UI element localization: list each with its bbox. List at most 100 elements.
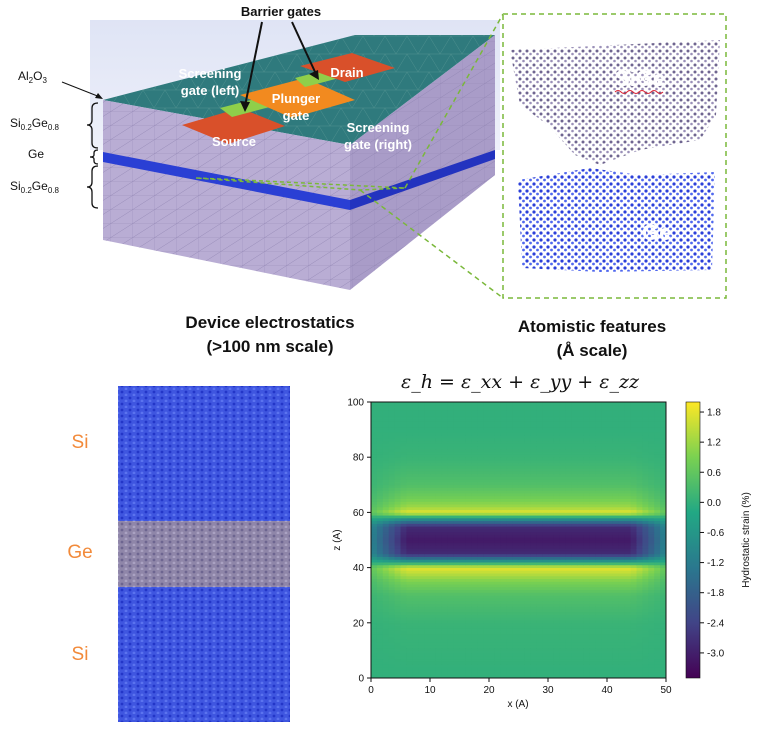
heatmap-cell [494, 578, 502, 582]
heatmap-cell [382, 655, 390, 660]
heatmap-cell [382, 517, 390, 522]
heatmap-cell [506, 457, 513, 461]
heatmap-cell [648, 628, 655, 632]
heatmap-cell [371, 457, 378, 461]
heatmap-cell [512, 498, 519, 502]
heatmap-cell [618, 506, 626, 511]
heatmap-cell [477, 404, 484, 408]
heatmap-cell [447, 655, 454, 660]
screening-right-label-1: Screening [347, 120, 410, 135]
heatmap-cell [489, 515, 496, 519]
heatmap-cell [636, 451, 643, 455]
heatmap-cell [483, 509, 490, 513]
heatmap-cell [660, 465, 667, 469]
heatmap-cell [435, 540, 443, 544]
heatmap-cell [654, 432, 661, 436]
heatmap-cell [494, 468, 502, 472]
heatmap-cell [500, 603, 508, 607]
heatmap-cell [412, 482, 419, 486]
heatmap-cell [618, 617, 626, 621]
heatmap-cell [489, 573, 496, 577]
heatmap-cell [553, 451, 561, 455]
heatmap-cell [506, 644, 513, 649]
heatmap-cell [453, 435, 460, 439]
heatmap-cell [406, 575, 413, 580]
heatmap-cell [636, 614, 643, 618]
heatmap-cell [430, 493, 437, 497]
heatmap-cell [601, 631, 608, 635]
heatmap-cell [553, 606, 561, 610]
heatmap-cell [430, 650, 437, 654]
heatmap-cell [607, 490, 614, 494]
heatmap-cell [494, 551, 502, 555]
heatmap-cell [477, 459, 484, 464]
heatmap-cell [642, 609, 649, 613]
heatmap-cell [612, 551, 620, 555]
heatmap-cell [571, 448, 578, 453]
heatmap-cell [430, 523, 437, 527]
heatmap-cell [435, 435, 443, 439]
heatmap-cell [435, 459, 443, 464]
heatmap-cell [376, 413, 384, 417]
heatmap-cell [465, 459, 472, 464]
heatmap-cell [447, 495, 454, 499]
heatmap-cell [394, 642, 401, 646]
heatmap-cell [553, 559, 561, 563]
heatmap-cell [589, 415, 596, 419]
heatmap-cell [624, 482, 631, 486]
heatmap-cell [376, 451, 384, 455]
heatmap-cell [548, 462, 555, 466]
heatmap-cell [371, 512, 378, 516]
heatmap-cell [382, 440, 390, 444]
heatmap-cell [571, 484, 578, 488]
heatmap-cell [465, 578, 472, 582]
heatmap-cell [660, 504, 667, 508]
heatmap-cell [601, 501, 608, 505]
heatmap-cell [400, 448, 407, 453]
heatmap-cell [494, 501, 502, 505]
heatmap-cell [418, 429, 425, 433]
heatmap-cell [483, 639, 490, 643]
heatmap-cell [612, 672, 620, 676]
heatmap-cell [483, 429, 490, 433]
heatmap-cell [548, 509, 555, 513]
heatmap-cell [477, 484, 484, 488]
heatmap-cell [577, 493, 584, 497]
heatmap-cell [595, 658, 602, 662]
heatmap-cell [394, 523, 401, 527]
heatmap-cell [607, 636, 614, 640]
heatmap-cell [441, 457, 449, 461]
heatmap-cell [530, 636, 537, 640]
heatmap-cell [382, 523, 390, 527]
heatmap-cell [400, 573, 407, 577]
heatmap-cell [376, 609, 384, 613]
heatmap-cell [583, 655, 590, 660]
heatmap-cell [542, 515, 549, 519]
heatmap-cell [577, 669, 584, 673]
heatmap-cell [494, 542, 502, 546]
heatmap-cell [595, 548, 602, 552]
heatmap-cell [648, 603, 655, 607]
heatmap-cell [571, 669, 578, 673]
heatmap-cell [447, 479, 454, 483]
heatmap-cell [500, 504, 508, 508]
heatmap-cell [382, 586, 390, 591]
heatmap-cell [612, 504, 620, 508]
heatmap-cell [642, 650, 649, 654]
heatmap-cell [577, 644, 584, 649]
heatmap-cell [660, 581, 667, 585]
heatmap-cell [624, 584, 631, 588]
heatmap-cell [542, 559, 549, 563]
heatmap-cell [542, 410, 549, 414]
heatmap-cell [453, 504, 460, 508]
heatmap-cell [595, 473, 602, 477]
heatmap-cell [542, 426, 549, 430]
heatmap-cell [506, 421, 513, 425]
heatmap-cell [447, 639, 454, 643]
heatmap-cell [506, 429, 513, 433]
heatmap-cell [642, 465, 649, 469]
heatmap-cell [530, 614, 537, 618]
heatmap-cell [394, 509, 401, 513]
heatmap-cell [412, 418, 419, 422]
heatmap-cell [571, 468, 578, 472]
